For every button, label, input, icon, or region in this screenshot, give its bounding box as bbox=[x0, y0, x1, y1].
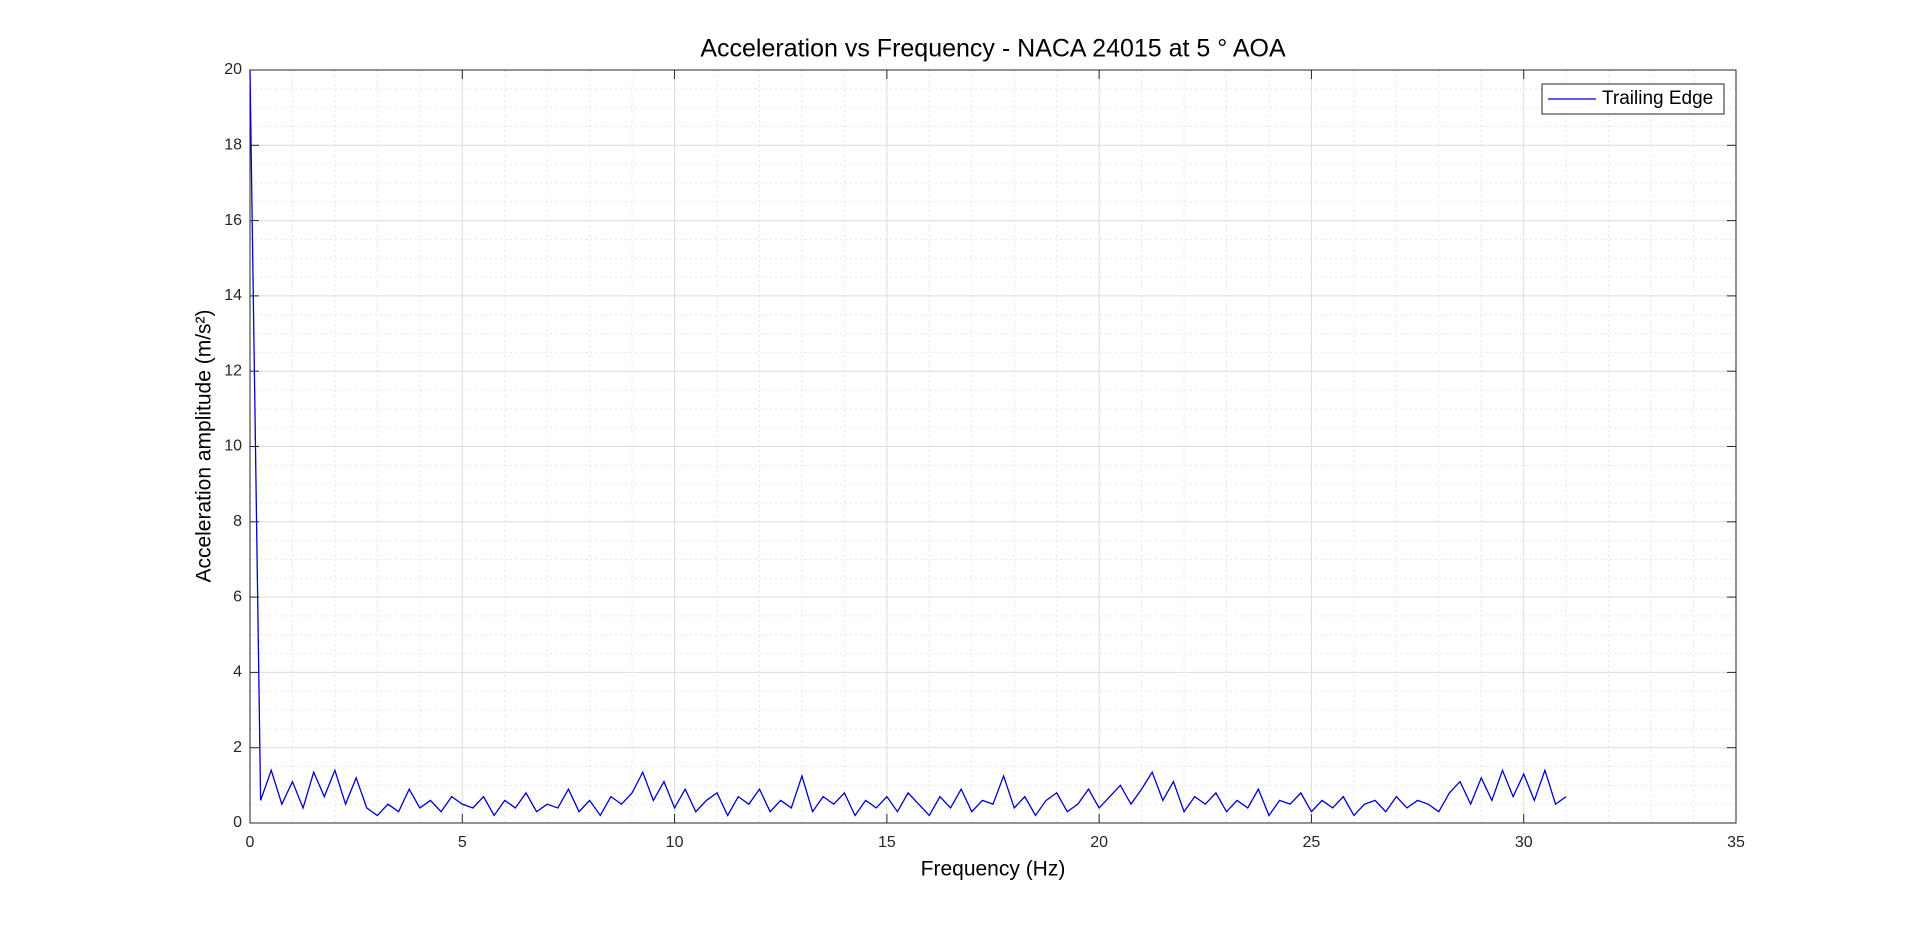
x-tick-label: 20 bbox=[1090, 834, 1108, 851]
x-tick-label: 10 bbox=[666, 834, 684, 851]
x-tick-label: 30 bbox=[1515, 834, 1533, 851]
y-axis-label: Acceleration amplitude (m/s²) bbox=[193, 309, 216, 582]
y-tick-label: 16 bbox=[224, 212, 242, 229]
x-tick-label: 25 bbox=[1303, 834, 1321, 851]
data-line bbox=[249, 69, 1567, 817]
y-tick-label: 2 bbox=[233, 739, 242, 756]
x-tick-label: 15 bbox=[878, 834, 896, 851]
y-tick-label: 6 bbox=[233, 588, 242, 605]
y-tick-label: 4 bbox=[233, 664, 242, 681]
legend-label: Trailing Edge bbox=[1602, 88, 1713, 109]
y-tick-label: 20 bbox=[224, 61, 242, 78]
plot-frame bbox=[249, 69, 1737, 824]
x-tick-label: 35 bbox=[1727, 834, 1745, 851]
y-tick-label: 18 bbox=[224, 137, 242, 154]
y-tick-label: 8 bbox=[233, 513, 242, 530]
y-tick-label: 14 bbox=[224, 287, 242, 304]
y-tick-label: 10 bbox=[224, 438, 242, 455]
y-tick-label: 12 bbox=[224, 362, 242, 379]
x-tick-label: 5 bbox=[458, 834, 467, 851]
y-tick-label: 0 bbox=[233, 814, 242, 831]
x-axis-label: Frequency (Hz) bbox=[921, 858, 1066, 881]
x-tick-label: 0 bbox=[246, 834, 255, 851]
chart-title: Acceleration vs Frequency - NACA 24015 a… bbox=[700, 35, 1286, 63]
